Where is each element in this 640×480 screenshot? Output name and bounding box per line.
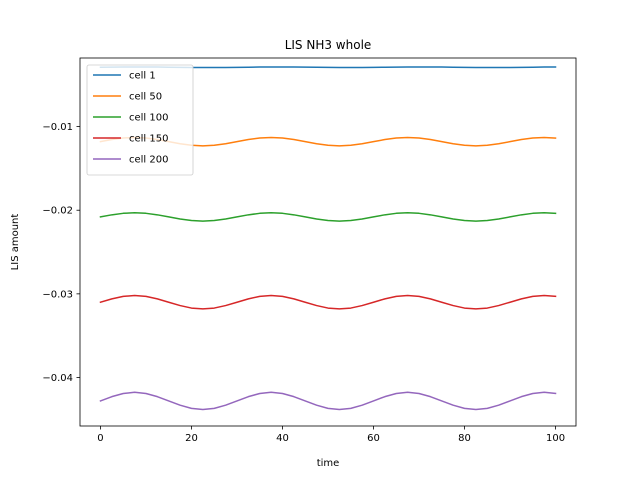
legend-label: cell 1 (129, 71, 156, 82)
x-axis-label: time (317, 458, 340, 469)
axes-frame (79, 57, 577, 427)
legend: cell 1 cell 50 cell 100 cell 150 cell 200 (86, 64, 194, 176)
legend-box (86, 64, 194, 176)
y-tick-label: −0.04 (42, 373, 73, 384)
series-line-4 (99, 294, 557, 310)
chart-title: LIS NH3 whole (285, 38, 372, 52)
legend-label: cell 50 (129, 92, 162, 103)
x-tick-label: 80 (458, 433, 471, 444)
x-tick-label: 100 (546, 433, 565, 444)
y-axis-ticks: −0.01 −0.02 −0.03 −0.04 (42, 122, 80, 384)
x-tick-label: 0 (97, 433, 103, 444)
y-tick-label: −0.02 (42, 206, 73, 217)
legend-label: cell 100 (129, 113, 168, 124)
series-line-5 (99, 391, 557, 411)
legend-label: cell 150 (129, 134, 168, 145)
y-tick-label: −0.03 (42, 289, 73, 300)
series-line-3 (99, 211, 557, 222)
x-tick-label: 40 (276, 433, 289, 444)
y-tick-label: −0.01 (42, 122, 73, 133)
x-tick-label: 60 (367, 433, 380, 444)
y-axis-label: LIS amount (10, 214, 21, 271)
x-axis-ticks: 0 20 40 60 80 100 (97, 426, 565, 444)
x-tick-label: 20 (185, 433, 198, 444)
legend-label: cell 200 (129, 155, 168, 166)
